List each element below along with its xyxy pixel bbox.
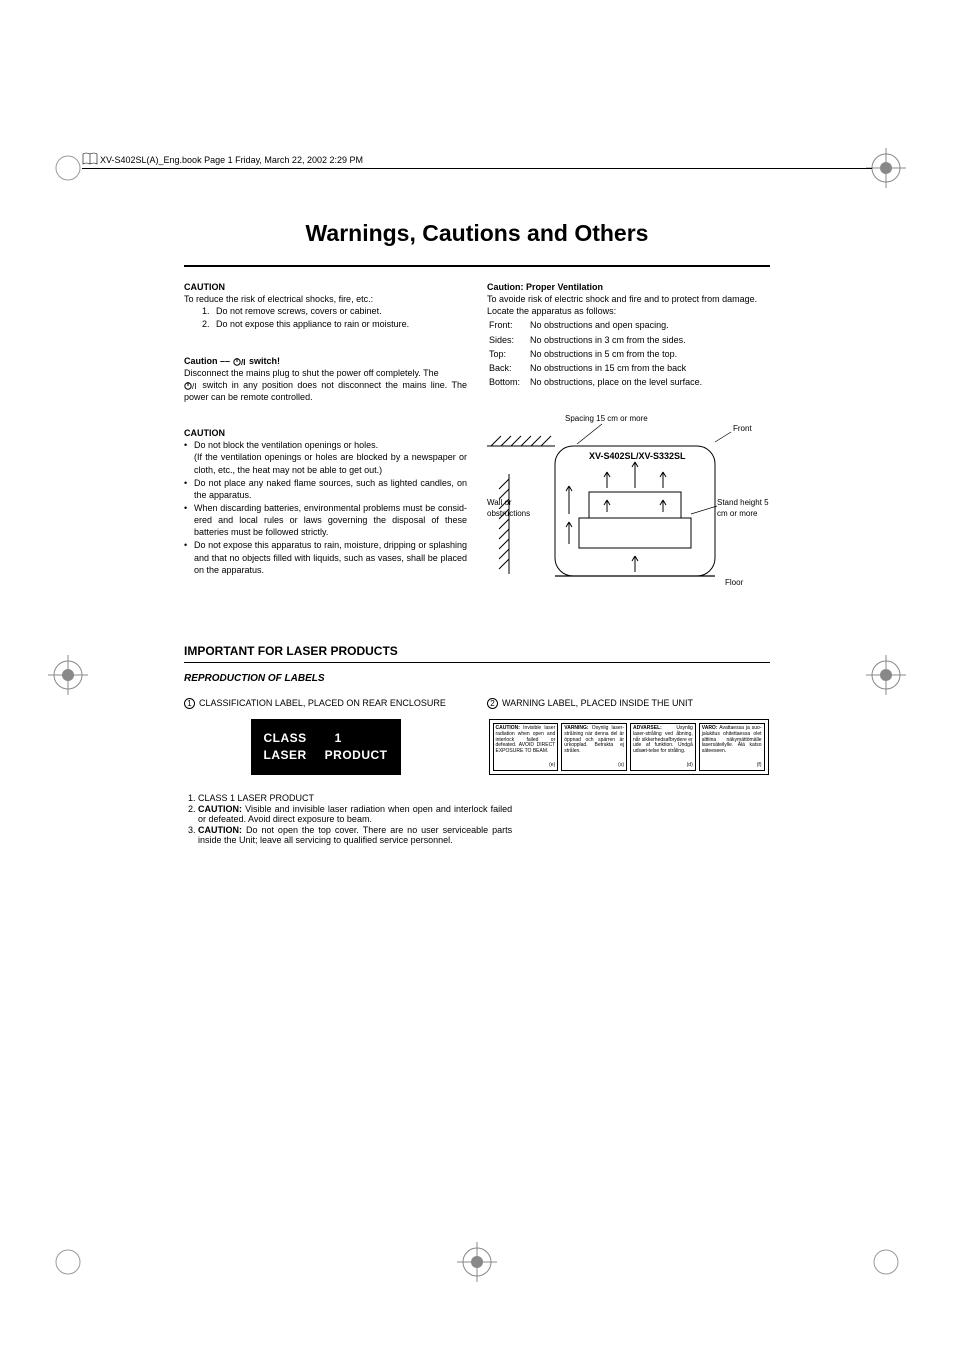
vent-val: No obstructions in 5 cm from the top.: [530, 348, 710, 360]
warning-label: CAUTION: Invisible laser radiation when …: [489, 719, 769, 775]
switch-heading-prefix: Caution ––: [184, 356, 233, 366]
class-l1: CLASS: [263, 731, 306, 745]
right-column: Caution: Proper Ventilation To avoide ri…: [487, 281, 770, 604]
class-label: CLASS 1 LASER PRODUCT: [251, 719, 401, 775]
note-text: Do not open the top cover. There are no …: [198, 825, 512, 845]
caution2-item: Do not block the ventilation openings or…: [184, 439, 467, 475]
switch-line2-text: switch in any position does not disconne…: [184, 380, 467, 402]
reg-mark-tr: [866, 148, 906, 188]
warn-box: VARO: Avattaessa ja suo-jalukitus ohitet…: [699, 723, 765, 771]
wb-code: (f): [757, 763, 762, 769]
diag-stand: Stand height 5 cm or more: [717, 498, 777, 520]
vent-row: Top:No obstructions in 5 cm from the top…: [489, 348, 710, 360]
note-bold: CAUTION:: [198, 804, 242, 814]
switch-line2: /І switch in any position does not disco…: [184, 379, 467, 403]
diag-model: XV-S402SL/XV-S332SL: [589, 450, 686, 462]
caution2-heading: CAUTION: [184, 427, 467, 439]
laser-title: IMPORTANT FOR LASER PRODUCTS: [184, 644, 770, 658]
vent-val: No obstructions and open spacing.: [530, 319, 710, 331]
caution1-item: Do not expose this appliance to rain or …: [212, 318, 467, 330]
vent-key: Back:: [489, 362, 528, 374]
running-head: XV-S402SL(A)_Eng.book Page 1 Friday, Mar…: [100, 155, 363, 165]
vent-key: Bottom:: [489, 376, 528, 388]
page-title: Warnings, Cautions and Others: [184, 220, 770, 247]
vent-row: Sides:No obstructions in 3 cm from the s…: [489, 334, 710, 346]
laser-section: IMPORTANT FOR LASER PRODUCTS REPRODUCTIO…: [184, 644, 770, 845]
diag-spacing: Spacing 15 cm or more: [565, 414, 648, 425]
switch-heading: Caution –– /І switch!: [184, 355, 467, 367]
vent-row: Back:No obstructions in 15 cm from the b…: [489, 362, 710, 374]
svg-text:/І: /І: [241, 358, 245, 367]
book-icon: [82, 152, 98, 171]
power-icon: /І: [233, 357, 247, 366]
caution2-item: When discarding batteries, environmental…: [184, 502, 467, 538]
diag-wall: Wall or obstructions: [487, 498, 537, 520]
laser-note: CLASS 1 LASER PRODUCT: [198, 793, 512, 803]
caution2-item-text: Do not block the ventilation openings or…: [194, 440, 378, 450]
laser-note: CAUTION: Do not open the top cover. Ther…: [198, 825, 512, 845]
vent-row: Bottom:No obstructions, place on the lev…: [489, 376, 710, 388]
wb-code: (e): [549, 763, 555, 769]
power-icon-inline: /І: [184, 381, 198, 390]
label1-text: CLASSIFICATION LABEL, PLACED ON REAR ENC…: [199, 698, 446, 708]
vent-heading: Caution: Proper Ventilation: [487, 281, 770, 293]
class-l2: LASER: [263, 748, 306, 762]
class-n1: 1: [335, 731, 342, 745]
vent-val: No obstructions in 15 cm from the back: [530, 362, 710, 374]
reg-mark-ml: [48, 655, 88, 695]
vent-locate: Locate the apparatus as follows:: [487, 305, 770, 317]
warn-box: VARNING: Osynlig laser-strålning när den…: [561, 723, 627, 771]
vent-table: Front:No obstructions and open spacing. …: [487, 317, 712, 390]
caution1-intro: To reduce the risk of electrical shocks,…: [184, 293, 467, 305]
warn-box: ADVARSEL: Usynlig laser-stråling ved åbn…: [630, 723, 696, 771]
class-n2: PRODUCT: [325, 748, 388, 762]
vent-val: No obstructions, place on the level surf…: [530, 376, 710, 388]
switch-heading-suffix: switch!: [247, 356, 281, 366]
laser-notes: CLASS 1 LASER PRODUCT CAUTION: Visible a…: [184, 793, 512, 845]
note-text: Visible and invisible laser radiation wh…: [198, 804, 512, 824]
label-headings: 1 CLASSIFICATION LABEL, PLACED ON REAR EN…: [184, 698, 770, 709]
header-rule: [82, 168, 872, 169]
diag-floor: Floor: [725, 578, 743, 589]
laser-rule: [184, 662, 770, 663]
vent-key: Front:: [489, 319, 528, 331]
vent-key: Sides:: [489, 334, 528, 346]
ventilation-diagram: Spacing 15 cm or more Front XV-S402SL/XV…: [487, 414, 767, 604]
caution2-item: Do not expose this apparatus to rain, mo…: [184, 539, 467, 575]
note-bold: CAUTION:: [198, 825, 242, 835]
wb-code: (s): [618, 763, 624, 769]
label1-heading: 1 CLASSIFICATION LABEL, PLACED ON REAR EN…: [184, 698, 467, 709]
reg-mark-bl: [48, 1242, 88, 1282]
caution1-item: Do not remove screws, covers or cabinet.: [212, 305, 467, 317]
label2-heading: 2 WARNING LABEL, PLACED INSIDE THE UNIT: [487, 698, 770, 709]
laser-subtitle: REPRODUCTION OF LABELS: [184, 673, 770, 684]
warn-box: CAUTION: Invisible laser radiation when …: [493, 723, 559, 771]
switch-line1: Disconnect the mains plug to shut the po…: [184, 367, 467, 379]
wb-code: (d): [687, 763, 693, 769]
note-text: CLASS 1 LASER PRODUCT: [198, 793, 314, 803]
left-column: CAUTION To reduce the risk of electrical…: [184, 281, 467, 604]
reg-mark-br: [866, 1242, 906, 1282]
svg-text:/І: /І: [192, 382, 196, 391]
vent-row: Front:No obstructions and open spacing.: [489, 319, 710, 331]
vent-intro: To avoide risk of electric shock and fir…: [487, 293, 770, 305]
reg-mark-bc: [457, 1242, 497, 1282]
vent-val: No obstructions in 3 cm from the sides.: [530, 334, 710, 346]
caution1-heading: CAUTION: [184, 281, 467, 293]
circled-1: 1: [184, 698, 195, 709]
label2-text: WARNING LABEL, PLACED INSIDE THE UNIT: [502, 698, 693, 708]
caution2-list: Do not block the ventilation openings or…: [184, 439, 467, 576]
vent-key: Top:: [489, 348, 528, 360]
diag-front: Front: [733, 424, 752, 435]
circled-2: 2: [487, 698, 498, 709]
laser-note: CAUTION: Visible and invisible laser rad…: [198, 804, 512, 824]
label-figures: CLASS 1 LASER PRODUCT CAUTION: Invisible l…: [184, 719, 770, 775]
caution1-list: Do not remove screws, covers or cabinet.…: [184, 305, 467, 330]
reg-mark-mr: [866, 655, 906, 695]
title-rule: [184, 265, 770, 267]
caution2-sub: (If the ventilation openings or holes ar…: [194, 451, 467, 475]
caution2-item: Do not place any naked flame sources, su…: [184, 477, 467, 501]
